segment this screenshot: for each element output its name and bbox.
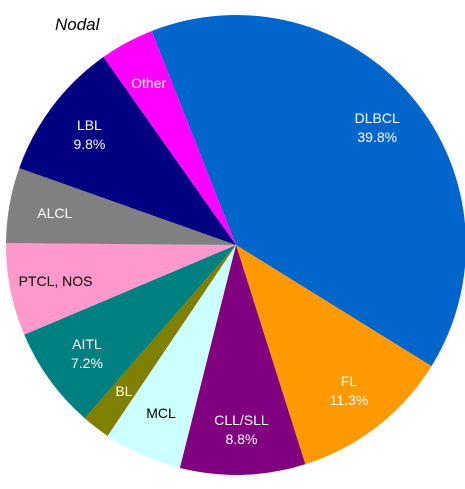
slice-other	[103, 31, 237, 245]
slice-label-bl: BL	[115, 383, 132, 399]
slice-aitl	[24, 245, 236, 419]
slice-fl	[236, 245, 432, 465]
slice-label-fl: FL 11.3%	[330, 373, 369, 408]
slice-mcl	[107, 245, 236, 469]
slice-label-ptcl-nos: PTCL, NOS	[19, 273, 93, 289]
slice-bl	[84, 245, 236, 436]
slice-cll-sll	[179, 245, 306, 475]
slice-lbl	[19, 57, 236, 245]
pie-slices	[6, 15, 465, 475]
slice-label-lbl: LBL 9.8%	[73, 117, 105, 152]
slice-dlbcl	[151, 15, 465, 367]
chart-title: Nodal	[55, 15, 101, 34]
slice-label-cll-sll: CLL/SLL 8.8%	[214, 412, 269, 447]
pie-labels: DLBCL 39.8% FL 11.3% CLL/SLL 8.8% MCL BL AITL 7.2…	[19, 75, 400, 447]
slice-ptcl-nos	[6, 243, 237, 335]
slice-label-mcl: MCL	[146, 405, 176, 421]
slice-label-dlbcl: DLBCL 39.8%	[355, 110, 400, 145]
slice-label-aitl: AITL 7.2%	[71, 336, 103, 371]
slice-alcl	[6, 168, 236, 245]
slice-label-other: Other	[131, 75, 166, 91]
slice-label-alcl: ALCL	[37, 205, 72, 221]
